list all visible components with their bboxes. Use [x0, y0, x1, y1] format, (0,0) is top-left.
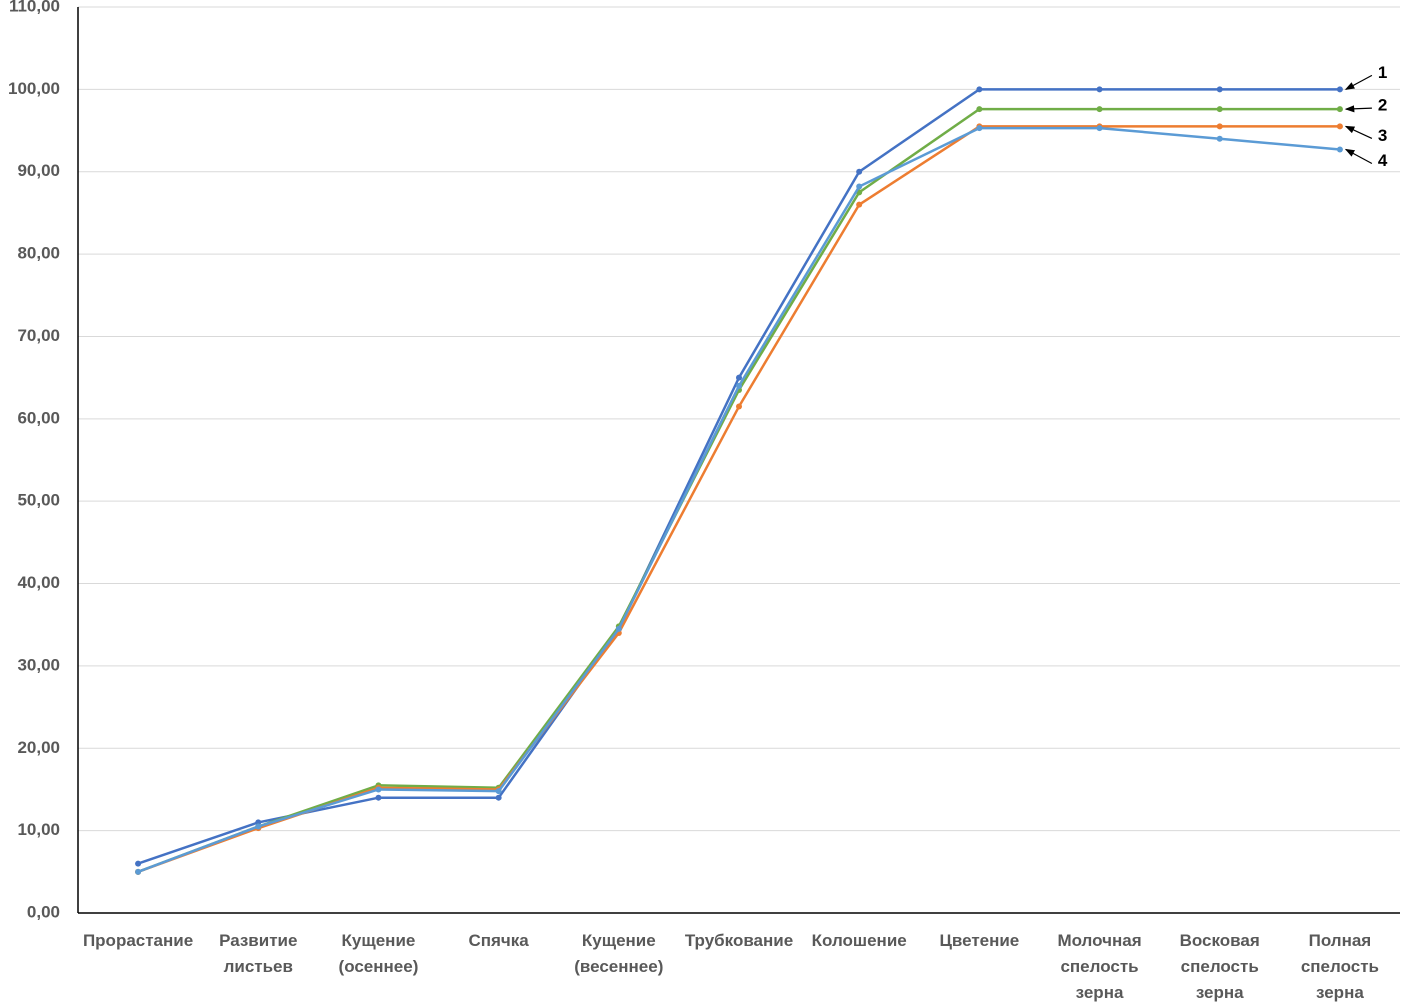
- x-tick-label: Восковая спелость зерна: [1179, 931, 1260, 1002]
- annotation-arrow: [1344, 148, 1373, 165]
- line: [137, 88, 1340, 865]
- marker: [615, 625, 622, 632]
- legend-label: 3: [1378, 126, 1387, 145]
- annotation-arrow: [1344, 125, 1373, 139]
- x-tick-label: Спячка: [468, 931, 529, 950]
- y-tick-label: 80,00: [17, 244, 60, 263]
- y-tick-label: 20,00: [17, 738, 60, 757]
- annotation-arrow: [1344, 74, 1373, 90]
- marker: [976, 125, 983, 132]
- y-tick-label: 0,00: [27, 902, 60, 921]
- y-tick-label: 70,00: [17, 326, 60, 345]
- marker: [255, 819, 262, 826]
- x-tick-label: Развитие листьев: [219, 931, 298, 976]
- marker: [736, 403, 742, 410]
- series: [135, 125, 1343, 875]
- x-tick-label: Колошение: [811, 931, 907, 950]
- marker: [135, 868, 142, 875]
- marker: [1096, 106, 1103, 113]
- y-tick-label: 10,00: [17, 820, 60, 839]
- marker: [1216, 135, 1223, 142]
- marker: [736, 382, 742, 389]
- marker: [495, 794, 502, 801]
- line: [137, 125, 1340, 873]
- marker: [375, 786, 382, 793]
- legend-label: 2: [1378, 96, 1387, 115]
- y-tick-label: 60,00: [17, 408, 60, 427]
- marker: [255, 823, 262, 830]
- marker: [1216, 106, 1223, 113]
- marker: [976, 106, 983, 113]
- marker: [856, 183, 863, 190]
- x-tick-label: Кущение (весеннее): [574, 931, 664, 976]
- marker: [1336, 123, 1343, 130]
- marker: [1096, 125, 1103, 132]
- marker: [736, 374, 742, 381]
- y-tick-label: 30,00: [17, 655, 60, 674]
- legend-label: 1: [1378, 63, 1387, 82]
- marker: [495, 788, 502, 795]
- marker: [1336, 106, 1343, 113]
- x-tick-label: Молочная спелость зерна: [1057, 931, 1142, 1002]
- x-tick-label: Полная спелость зерна: [1300, 931, 1379, 1002]
- x-tick-label: Трубкование: [684, 931, 794, 950]
- y-tick-label: 110,00: [9, 0, 60, 15]
- annotation-arrow: [1344, 105, 1372, 113]
- marker: [1216, 86, 1223, 93]
- series: [135, 123, 1343, 875]
- marker: [856, 201, 863, 208]
- marker: [856, 168, 863, 175]
- y-tick-label: 90,00: [17, 161, 60, 180]
- marker: [1336, 86, 1343, 93]
- marker: [976, 86, 983, 93]
- marker: [1096, 86, 1103, 93]
- y-tick-label: 100,00: [8, 79, 60, 98]
- series: [135, 86, 1343, 867]
- line: [137, 126, 1341, 873]
- marker: [1336, 146, 1343, 153]
- y-tick-label: 50,00: [17, 491, 60, 510]
- line: [137, 107, 1340, 873]
- legend-label: 4: [1378, 151, 1388, 170]
- x-tick-label: Прорастание: [82, 931, 194, 950]
- series: [135, 106, 1343, 875]
- marker: [1216, 123, 1223, 130]
- marker: [375, 794, 382, 801]
- x-tick-label: Кущение (осеннее): [338, 931, 419, 976]
- marker: [135, 860, 142, 867]
- x-tick-label: Цветение: [939, 931, 1020, 950]
- y-tick-label: 40,00: [17, 573, 60, 592]
